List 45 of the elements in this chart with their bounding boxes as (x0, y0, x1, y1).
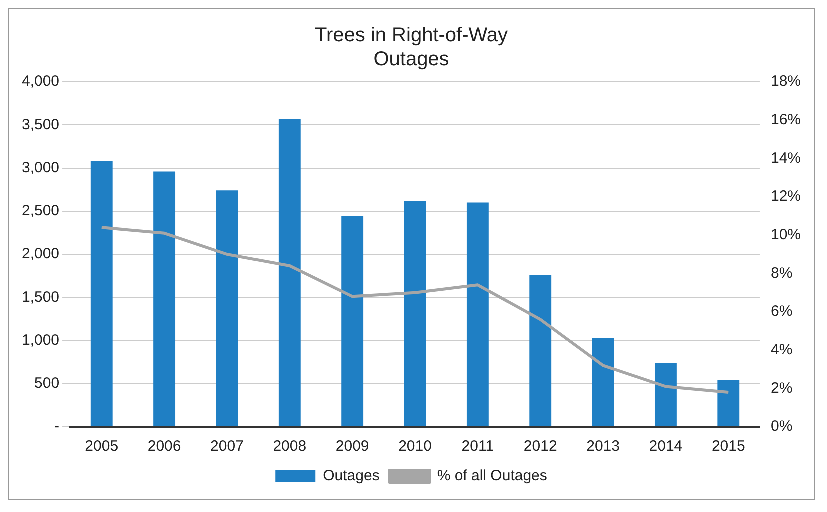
x-tick-label: 2007 (210, 438, 244, 456)
y2-tick-label: 12% (770, 188, 802, 206)
x-tick-label: 2005 (85, 438, 119, 456)
y2-tick-label: 14% (770, 150, 802, 167)
bar (90, 161, 113, 426)
legend-label: % of all Outages (437, 468, 548, 485)
y-tick-label: 2,000 (22, 246, 60, 263)
bar (654, 363, 677, 426)
text: Outages (374, 48, 450, 71)
y2-tick-label: 8% (770, 264, 793, 282)
x-tick-label: 2010 (398, 438, 432, 456)
y-tick-label: 2,500 (22, 202, 60, 220)
bar (530, 275, 552, 426)
x-tick-label: 2008 (273, 438, 307, 456)
x-tick-label: 2015 (712, 438, 746, 456)
x-tick-label: 2006 (148, 438, 182, 456)
y2-tick-label: 0% (770, 418, 793, 436)
y-tick-label: 3,000 (22, 159, 60, 176)
bar (154, 172, 176, 426)
y2-tick-label: 18% (770, 73, 802, 90)
x-tick-label: 2011 (462, 438, 494, 456)
bar (466, 202, 489, 426)
bar (278, 119, 301, 426)
bar (718, 380, 740, 426)
y-tick-label: 1,500 (22, 288, 60, 306)
y2-tick-label: 16% (770, 111, 802, 128)
y-tick-label: - (54, 418, 60, 436)
bar (216, 190, 238, 426)
y2-tick-label: 10% (770, 226, 802, 244)
bar (342, 216, 364, 426)
x-tick-label: 2014 (649, 438, 683, 456)
y-tick-label: 500 (34, 375, 60, 392)
y2-tick-label: 2% (770, 380, 793, 397)
y2-tick-label: 6% (770, 303, 793, 320)
text: Trees in Right-of-Way (314, 24, 508, 47)
y-tick-label: 1,000 (22, 332, 60, 349)
y-tick-label: 3,500 (22, 116, 60, 134)
bar (404, 201, 426, 426)
legend-label: Outages (323, 468, 380, 485)
y-tick-label: 4,000 (22, 73, 60, 90)
x-tick-label: 2009 (336, 438, 370, 456)
x-tick-label: 2012 (524, 438, 558, 456)
bar (592, 338, 614, 426)
x-tick-label: 2013 (586, 438, 620, 456)
y2-tick-label: 4% (770, 341, 793, 358)
